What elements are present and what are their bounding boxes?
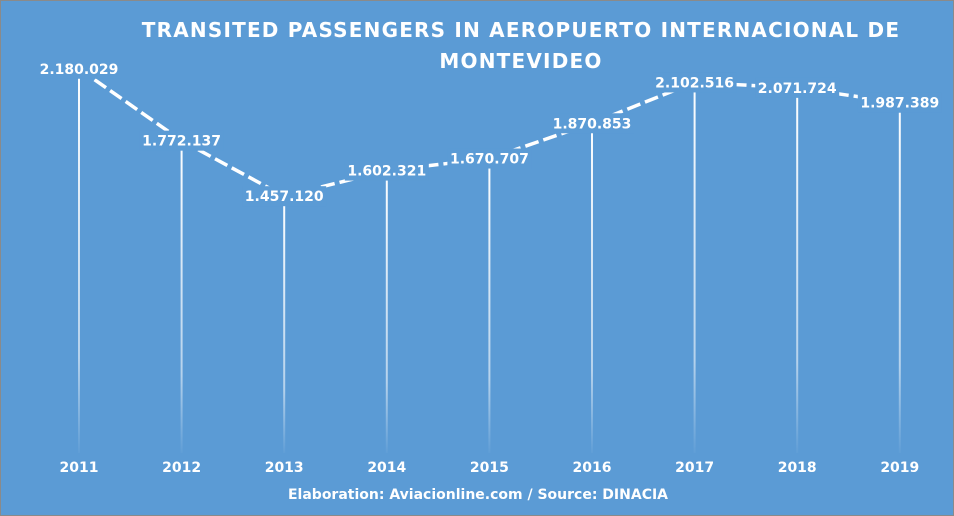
data-label-text: 2.071.724: [758, 81, 837, 97]
data-label-text: 1.602.321: [347, 164, 426, 180]
data-label-background: [344, 160, 429, 181]
data-label-background: [37, 58, 121, 79]
x-tick-label-2017: 2017: [675, 460, 714, 476]
data-label-background: [755, 77, 840, 98]
drop-line-2015: [488, 158, 491, 453]
data-label-2012: 1.772.137: [139, 130, 224, 151]
x-tick-label-2016: 2016: [573, 460, 612, 476]
drop-line-2011: [78, 68, 80, 453]
data-label-text: 1.987.389: [860, 96, 939, 112]
data-label-background: [550, 113, 634, 134]
drop-lines: [78, 68, 901, 454]
data-label-background: [857, 92, 942, 113]
x-tick-label-2015: 2015: [470, 460, 509, 476]
drop-line-2012: [180, 140, 183, 453]
x-axis-tick-labels: 2011 2012 2013 2014 2015 2016 2017 2018 2019: [60, 460, 920, 476]
data-label-2016: 1.870.853: [550, 113, 634, 134]
data-label-text: 1.870.853: [553, 116, 632, 132]
data-label-text: 2.180.029: [40, 62, 119, 78]
data-label-background: [447, 148, 532, 169]
data-label-2015: 1.670.707: [447, 148, 532, 169]
data-labels: 2.180.029 1.772.137 1.457.120 1.602.321 1.67…: [37, 58, 942, 207]
data-label-2013: 1.457.120: [242, 186, 327, 207]
x-tick-label-2011: 2011: [60, 460, 99, 476]
x-tick-label-2013: 2013: [265, 460, 304, 476]
data-label-2017: 2.102.516: [652, 72, 737, 93]
data-label-background: [139, 130, 224, 151]
x-tick-label-2018: 2018: [778, 460, 817, 476]
data-label-text: 2.102.516: [655, 75, 734, 91]
data-label-2018: 2.071.724: [755, 77, 840, 98]
x-tick-label-2014: 2014: [367, 460, 406, 476]
drop-line-2016: [591, 123, 593, 454]
drop-line-2019: [898, 102, 901, 453]
chart-title: TRANSITED PASSENGERS IN AEROPUERTO INTER…: [141, 18, 901, 73]
data-label-background: [242, 186, 327, 207]
x-tick-label-2019: 2019: [880, 460, 919, 476]
data-label-2011: 2.180.029: [37, 58, 121, 79]
line-segment-2011-2012: [77, 67, 183, 143]
data-label-2019: 1.987.389: [857, 92, 942, 113]
x-tick-label-2012: 2012: [162, 460, 201, 476]
data-label-text: 1.772.137: [142, 134, 221, 150]
data-label-background: [652, 72, 737, 93]
drop-line-2018: [796, 87, 799, 453]
data-label-text: 1.670.707: [450, 152, 529, 168]
data-label-2014: 1.602.321: [344, 160, 429, 181]
data-label-text: 1.457.120: [245, 189, 324, 205]
source-note: Elaboration: Aviacionline.com / Source: …: [287, 487, 669, 503]
drop-line-2014: [385, 170, 388, 453]
drop-line-2017: [693, 82, 696, 454]
drop-line-2013: [283, 196, 286, 453]
